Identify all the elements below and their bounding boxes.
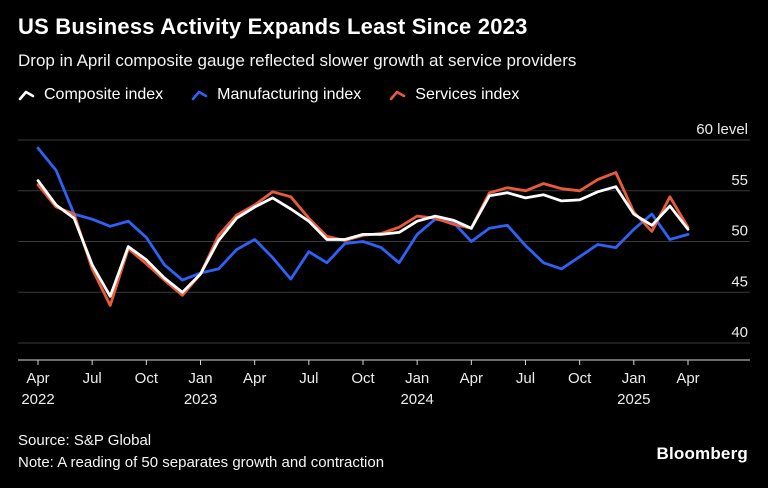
- x-tick-label: Jul: [299, 370, 318, 387]
- x-tick-label: Jul: [83, 370, 102, 387]
- legend-label-composite: Composite index: [44, 86, 164, 103]
- chart-footnotes: Source: S&P Global Note: A reading of 50…: [18, 430, 384, 474]
- x-tick-label: Apr: [243, 370, 266, 387]
- x-tick-label: Oct: [351, 370, 375, 387]
- x-tick-label: Apr: [26, 370, 49, 387]
- chart-title: US Business Activity Expands Least Since…: [18, 14, 528, 39]
- x-tick-label: Oct: [135, 370, 159, 387]
- y-tick-label: 55: [731, 172, 748, 189]
- x-year-label: 2025: [617, 391, 650, 408]
- legend-label-services: Services index: [415, 86, 520, 103]
- x-tick-label: Oct: [568, 370, 592, 387]
- chart-legend: Composite index Manufacturing index Serv…: [18, 86, 519, 104]
- y-tick-label: 60 level: [696, 121, 748, 138]
- x-tick-label: Jan: [622, 370, 646, 387]
- legend-item-services: Services index: [389, 86, 519, 104]
- services-index-line: [36, 171, 690, 307]
- legend-label-manufacturing: Manufacturing index: [217, 86, 362, 103]
- x-year-label: 2024: [400, 391, 433, 408]
- legend-item-composite: Composite index: [18, 86, 163, 104]
- manufacturing-index-line: [36, 146, 690, 282]
- y-tick-label: 50: [731, 223, 748, 240]
- x-tick-label: Jan: [405, 370, 429, 387]
- x-year-label: 2022: [21, 391, 54, 408]
- bloomberg-logo: Bloomberg: [656, 444, 748, 463]
- chart-subtitle: Drop in April composite gauge reflected …: [18, 51, 577, 70]
- x-tick-label: Apr: [460, 370, 483, 387]
- source-text: Source: S&P Global: [18, 432, 152, 449]
- composite-line-marker-icon: [18, 90, 35, 101]
- composite-index-line: [36, 179, 690, 298]
- legend-item-manufacturing: Manufacturing index: [191, 86, 361, 104]
- x-tick-label: Apr: [676, 370, 699, 387]
- x-tick-label: Jul: [516, 370, 535, 387]
- services-line-marker-icon: [389, 90, 406, 101]
- x-year-label: 2023: [184, 391, 217, 408]
- y-tick-label: 40: [731, 324, 748, 341]
- note-text: Note: A reading of 50 separates growth a…: [18, 454, 385, 471]
- manufacturing-line-marker-icon: [191, 90, 208, 101]
- x-tick-label: Jan: [188, 370, 212, 387]
- y-tick-label: 45: [731, 273, 748, 290]
